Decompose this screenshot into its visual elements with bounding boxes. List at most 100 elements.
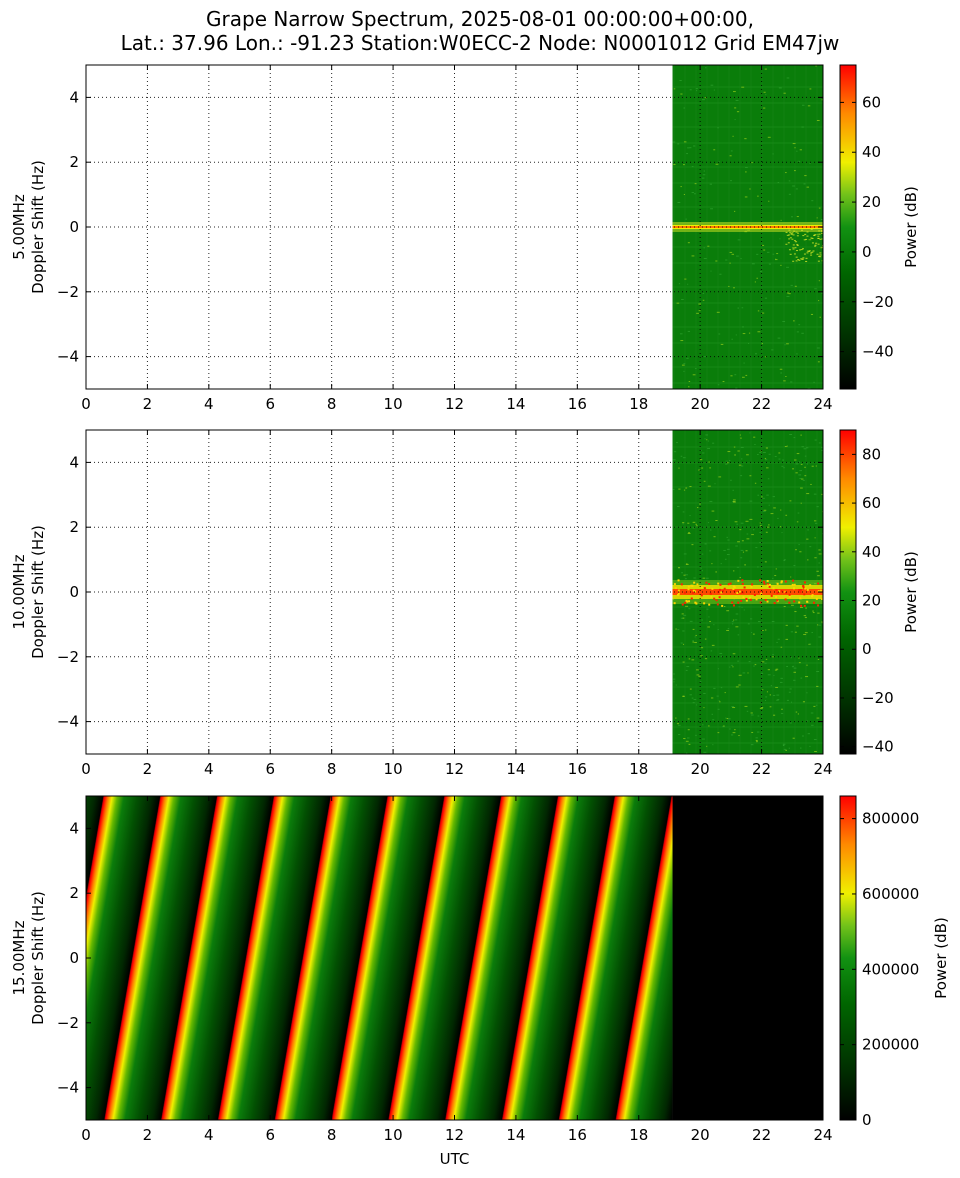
y-axis-label-line1: 10.00MHz [10,554,28,629]
x-tick-label: 24 [813,1126,832,1144]
x-tick-label: 12 [445,1126,464,1144]
x-tick-label: 12 [445,760,464,778]
x-tick-label: 4 [204,395,214,413]
plot-area [86,430,823,754]
x-tick-label: 0 [81,1126,91,1144]
colorbar-tick-label: −20 [862,689,894,707]
y-axis-label-line1: 15.00MHz [10,920,28,995]
plot-area [86,796,823,1120]
x-tick-label: 24 [813,395,832,413]
x-tick-label: 4 [204,760,214,778]
x-tick-label: 8 [327,395,337,413]
x-tick-label: 24 [813,760,832,778]
spectrogram-noise [672,432,823,754]
x-tick-label: 0 [81,395,91,413]
y-tick-label: 4 [69,453,79,471]
x-tick-label: 2 [143,395,153,413]
y-tick-label: 2 [69,518,79,536]
tick-marks [85,430,824,754]
x-tick-label: 10 [384,760,403,778]
grid-lines [86,430,823,754]
x-tick-label: 18 [629,395,648,413]
x-tick-label: 16 [568,395,587,413]
plot-area [86,65,823,389]
x-tick-label: 20 [691,760,710,778]
colorbar-ticks [840,101,856,353]
y-tick-label: −2 [57,1014,79,1032]
colorbar-ticks [840,453,856,748]
y-axis-label: 10.00MHz Doppler Shift (Hz) [10,525,47,659]
y-tick-label: −4 [57,348,79,366]
y-tick-label: 2 [69,153,79,171]
carrier-trace [672,579,823,607]
y-tick-label: −2 [57,648,79,666]
x-tick-label: 8 [327,760,337,778]
colorbar-tick-label: 80 [862,445,881,463]
x-tick-label: 6 [265,760,275,778]
y-tick-label: −2 [57,283,79,301]
colorbar-label-text: Power (dB) [932,917,950,999]
colorbar-label: Power (dB) [902,551,920,633]
chart-title-line1: Grape Narrow Spectrum, 2025-08-01 00:00:… [206,7,754,31]
y-tick-label: 2 [69,884,79,902]
x-tick-label: 12 [445,395,464,413]
colorbar-tick-label: 800000 [862,810,919,828]
x-tick-label: 2 [143,1126,153,1144]
colorbar-tick-label: 200000 [862,1036,919,1054]
x-tick-label: 2 [143,760,153,778]
colorbar-label: Power (dB) [932,917,950,999]
x-tick-label: 10 [384,395,403,413]
colorbar-tick-label: 0 [862,1111,872,1129]
x-tick-label: 16 [568,1126,587,1144]
x-tick-label: 14 [506,1126,525,1144]
y-tick-label: 0 [69,949,79,967]
colorbar-tick-label: 40 [862,143,881,161]
colorbar-tick-label: −20 [862,293,894,311]
y-tick-label: 4 [69,819,79,837]
colorbar-tick-label: −40 [862,738,894,756]
no-data-region [672,796,823,1120]
x-tick-label: 18 [629,760,648,778]
tick-marks [85,65,824,389]
spectrogram-noise [672,65,823,389]
x-tick-label: 22 [752,760,771,778]
x-tick-label: 10 [384,1126,403,1144]
colorbar-tick-label: −40 [862,343,894,361]
colorbar-label-text: Power (dB) [902,186,920,268]
y-axis-label-line1: 5.00MHz [10,194,28,260]
x-tick-label: 16 [568,760,587,778]
x-tick-label: 8 [327,1126,337,1144]
grid-lines [86,65,823,389]
y-tick-label: −4 [57,1079,79,1097]
colorbar [839,64,857,390]
carrier-trace [672,222,823,262]
x-tick-label: 0 [81,760,91,778]
y-tick-label: −4 [57,713,79,731]
colorbar-tick-label: 0 [862,640,872,658]
y-axis-label-line2: Doppler Shift (Hz) [29,525,47,659]
x-tick-label: 22 [752,395,771,413]
colorbar-label-text: Power (dB) [902,551,920,633]
y-axis-label: 15.00MHz Doppler Shift (Hz) [10,891,47,1025]
colorbar [839,429,857,755]
chart-title-line2: Lat.: 37.96 Lon.: -91.23 Station:W0ECC-2… [120,31,840,55]
y-axis-label-line2: Doppler Shift (Hz) [29,160,47,294]
colorbar-tick-label: 400000 [862,960,919,978]
y-axis-label-line2: Doppler Shift (Hz) [29,891,47,1025]
y-tick-label: 0 [69,583,79,601]
spectrogram-data [86,796,673,1120]
colorbar-ticks [840,818,856,1121]
colorbar-label: Power (dB) [902,186,920,268]
x-tick-label: 6 [265,1126,275,1144]
x-tick-label: 6 [265,395,275,413]
colorbar-tick-label: 600000 [862,885,919,903]
x-tick-label: 14 [506,760,525,778]
colorbar-tick-label: 20 [862,193,881,211]
x-tick-label: 18 [629,1126,648,1144]
colorbar-tick-label: 40 [862,543,881,561]
x-tick-label: 20 [691,395,710,413]
